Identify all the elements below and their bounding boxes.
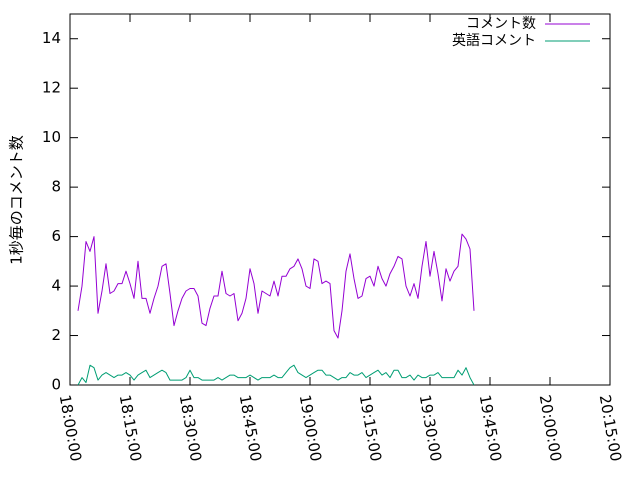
series-line-1	[77, 233, 475, 339]
y-tick-label: 4	[51, 277, 61, 295]
series-line-2	[77, 364, 475, 386]
y-axis-title: 1秒毎のコメント数	[8, 135, 26, 265]
x-tick-label: 18:45:00	[236, 393, 265, 462]
x-tick-label: 20:15:00	[596, 393, 625, 462]
y-tick-label: 10	[42, 128, 61, 146]
x-tick-label: 19:45:00	[476, 393, 505, 462]
x-tick-label: 19:00:00	[296, 393, 325, 462]
x-tick-label: 18:30:00	[176, 393, 205, 462]
legend-label: 英語コメント	[452, 32, 536, 49]
x-tick-label: 19:15:00	[356, 393, 385, 462]
y-tick-label: 2	[51, 326, 61, 344]
x-tick-label: 18:00:00	[56, 393, 85, 462]
series-layer	[77, 233, 475, 386]
y-tick-label: 14	[42, 29, 61, 47]
y-tick-label: 8	[51, 178, 61, 196]
y-tick-label: 6	[51, 227, 61, 245]
legend-label: コメント数	[466, 16, 536, 32]
x-tick-label: 20:00:00	[536, 393, 565, 462]
y-axis-ticks: 0 2 4 6 8 10 12 14	[42, 29, 610, 394]
x-tick-label: 18:15:00	[116, 393, 145, 462]
x-axis-ticks: 18:00:00 18:15:00 18:30:00 18:45:00 19:00:00…	[56, 14, 625, 463]
y-tick-label: 0	[51, 376, 61, 394]
plot-frame	[69, 13, 611, 386]
x-tick-label: 19:30:00	[416, 393, 445, 462]
y-tick-label: 12	[42, 79, 61, 97]
